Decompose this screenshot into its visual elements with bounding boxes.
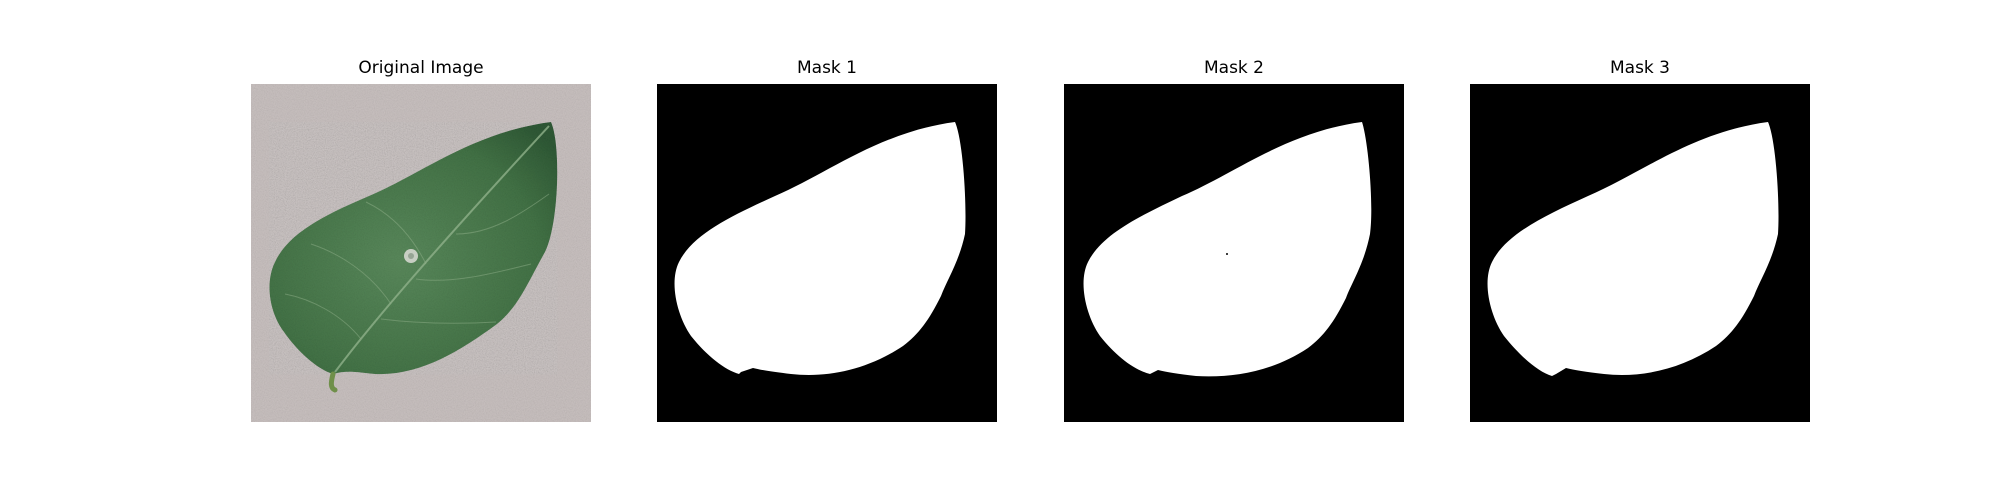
leaf-stem <box>328 371 338 393</box>
mask-3-image <box>1470 84 1810 422</box>
panel-mask-2: Mask 2 <box>1064 56 1404 422</box>
mask-1-image <box>657 84 997 422</box>
leaf-mask-shape <box>674 122 966 375</box>
panel-original-image: Original Image <box>251 56 591 422</box>
leaf-mask-shape <box>1083 122 1372 377</box>
leaf-shape <box>269 122 558 375</box>
mask-speck <box>1226 253 1228 255</box>
panel-mask-3: Mask 3 <box>1470 56 1810 422</box>
panel-mask-1: Mask 1 <box>657 56 997 422</box>
leaf-midrib <box>334 125 550 373</box>
mask-2-image <box>1064 84 1404 422</box>
panel-title: Mask 3 <box>1609 58 1670 78</box>
leaf-mask-shape <box>1487 122 1779 376</box>
panel-title: Mask 1 <box>796 58 857 78</box>
panel-title: Mask 2 <box>1203 58 1264 78</box>
panel-title: Original Image <box>358 58 484 78</box>
original-leaf-image <box>251 84 591 422</box>
